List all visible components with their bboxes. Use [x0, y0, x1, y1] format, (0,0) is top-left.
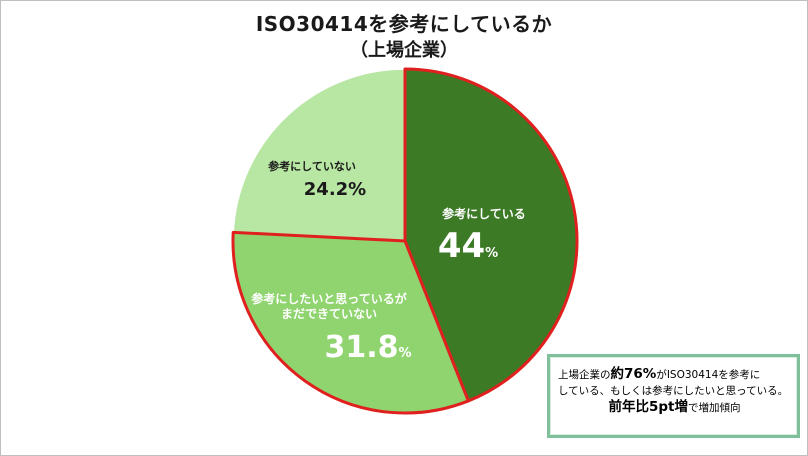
slice-value-label: 31.8%: [324, 330, 411, 365]
summary-callout: 上場企業の約76%がISO30414を参考に している、もしくは参考にしたいと思…: [547, 354, 800, 438]
summary-text: で増加傾向: [688, 402, 741, 414]
summary-highlight-percent: 約76%: [610, 366, 657, 382]
slice-label: 参考にしている: [442, 206, 526, 221]
chart-subtitle: （上場企業）: [350, 40, 458, 61]
summary-text: 上場企業の: [558, 369, 611, 381]
pie-slice: [403, 67, 579, 403]
summary-line-3: 前年比5pt増で増加傾向: [558, 399, 791, 416]
slice-value-label: 24.2%: [304, 179, 366, 200]
summary-text: がISO30414を参考に: [656, 369, 761, 381]
pie-slices: [231, 67, 579, 415]
summary-highlight-growth: 前年比5pt増: [608, 399, 688, 415]
pie-slice: [232, 68, 406, 242]
slice-label: 参考にしたいと思っているが: [251, 291, 406, 306]
slice-label: 参考にしていない: [268, 159, 356, 173]
summary-line-2: している、もしくは参考にしたいと思っている。: [558, 385, 789, 397]
slice-value-label: 44%: [438, 226, 498, 266]
slice-label: まだできていない: [281, 307, 377, 321]
summary-line-1: 上場企業の約76%がISO30414を参考に: [558, 366, 791, 383]
pie-slice: [231, 230, 470, 415]
chart-title: ISO30414を参考にしているか: [255, 12, 553, 36]
